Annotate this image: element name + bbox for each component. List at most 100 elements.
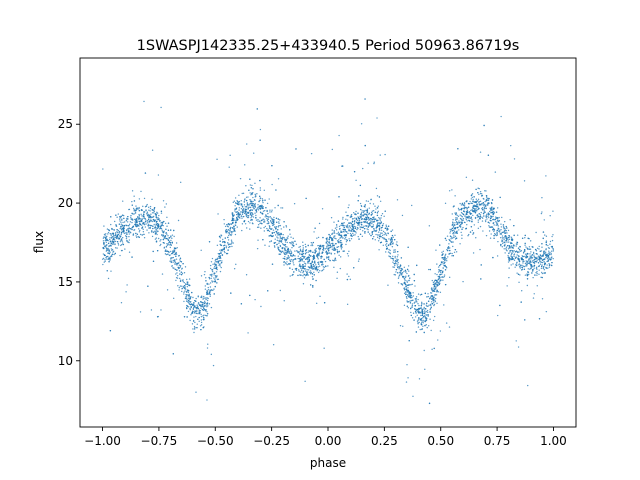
data-point (456, 230, 458, 232)
data-point (103, 254, 106, 257)
data-point (529, 240, 532, 242)
data-point (467, 215, 470, 218)
data-point (224, 225, 227, 228)
data-point (271, 228, 273, 230)
data-point (164, 236, 166, 238)
data-point (531, 257, 533, 259)
data-point (536, 257, 538, 260)
data-point (496, 232, 498, 234)
data-point (129, 221, 132, 223)
data-point (413, 280, 416, 282)
data-point (330, 217, 333, 219)
data-point (377, 210, 379, 213)
data-point (410, 284, 412, 286)
data-point (441, 257, 444, 259)
data-point (123, 225, 126, 227)
data-point (131, 190, 134, 192)
data-point (493, 224, 495, 226)
data-point (194, 312, 196, 314)
data-point (172, 353, 175, 355)
data-point (297, 269, 300, 271)
data-point (202, 298, 204, 300)
data-point (279, 219, 281, 221)
data-point (523, 255, 525, 258)
data-point (456, 214, 458, 217)
data-point (234, 224, 236, 226)
data-point (353, 267, 355, 269)
data-point (433, 296, 435, 298)
data-point (510, 236, 513, 239)
data-point (212, 364, 215, 367)
data-point (401, 283, 403, 285)
data-point (247, 206, 250, 209)
data-point (388, 244, 390, 246)
data-point (461, 237, 463, 240)
data-point (457, 207, 460, 210)
data-point (268, 216, 270, 218)
data-point (482, 197, 485, 200)
data-point (454, 235, 457, 238)
data-point (321, 270, 323, 272)
data-point (529, 260, 532, 262)
data-point (107, 231, 110, 234)
data-point (444, 202, 447, 205)
data-point (305, 246, 307, 248)
data-point (321, 252, 323, 254)
data-point (105, 247, 107, 249)
data-point (266, 219, 269, 222)
data-point (366, 211, 368, 214)
data-point (215, 276, 218, 278)
data-point (157, 230, 159, 233)
data-point (433, 298, 435, 300)
data-point (181, 272, 184, 275)
data-point (214, 275, 217, 277)
data-point (493, 228, 495, 231)
data-point (146, 229, 148, 231)
data-point (345, 211, 347, 213)
data-point (164, 222, 167, 225)
data-point (263, 219, 266, 221)
data-point (338, 134, 340, 137)
data-point (422, 322, 424, 324)
data-point (518, 248, 521, 251)
data-point (348, 238, 350, 240)
data-point (209, 293, 211, 296)
data-point (136, 217, 139, 219)
data-point (424, 292, 427, 295)
data-point (245, 199, 248, 202)
data-point (192, 304, 194, 306)
data-point (311, 244, 314, 247)
data-point (120, 223, 123, 225)
data-point (283, 226, 285, 228)
data-point (214, 280, 217, 283)
data-point (461, 212, 464, 215)
data-point (363, 231, 366, 233)
data-point (210, 306, 213, 309)
data-point (200, 315, 203, 318)
data-point (295, 243, 298, 245)
data-point (538, 258, 541, 260)
data-point (519, 274, 521, 276)
data-point (342, 250, 344, 252)
data-point (497, 225, 499, 227)
data-point (383, 238, 385, 240)
data-point (187, 291, 190, 294)
data-point (379, 235, 381, 238)
data-point (147, 285, 149, 287)
data-point (365, 200, 368, 202)
data-point (155, 241, 158, 243)
data-point (380, 229, 383, 232)
data-point (471, 220, 473, 223)
data-point (388, 238, 390, 240)
data-point (482, 204, 484, 206)
data-point (331, 237, 333, 240)
data-point (279, 237, 282, 239)
data-point (184, 266, 187, 268)
data-point (552, 247, 554, 250)
data-point (325, 247, 328, 249)
data-point (326, 256, 328, 258)
data-point (344, 236, 347, 239)
data-point (488, 197, 490, 200)
data-point (270, 235, 273, 238)
data-point (450, 240, 452, 243)
